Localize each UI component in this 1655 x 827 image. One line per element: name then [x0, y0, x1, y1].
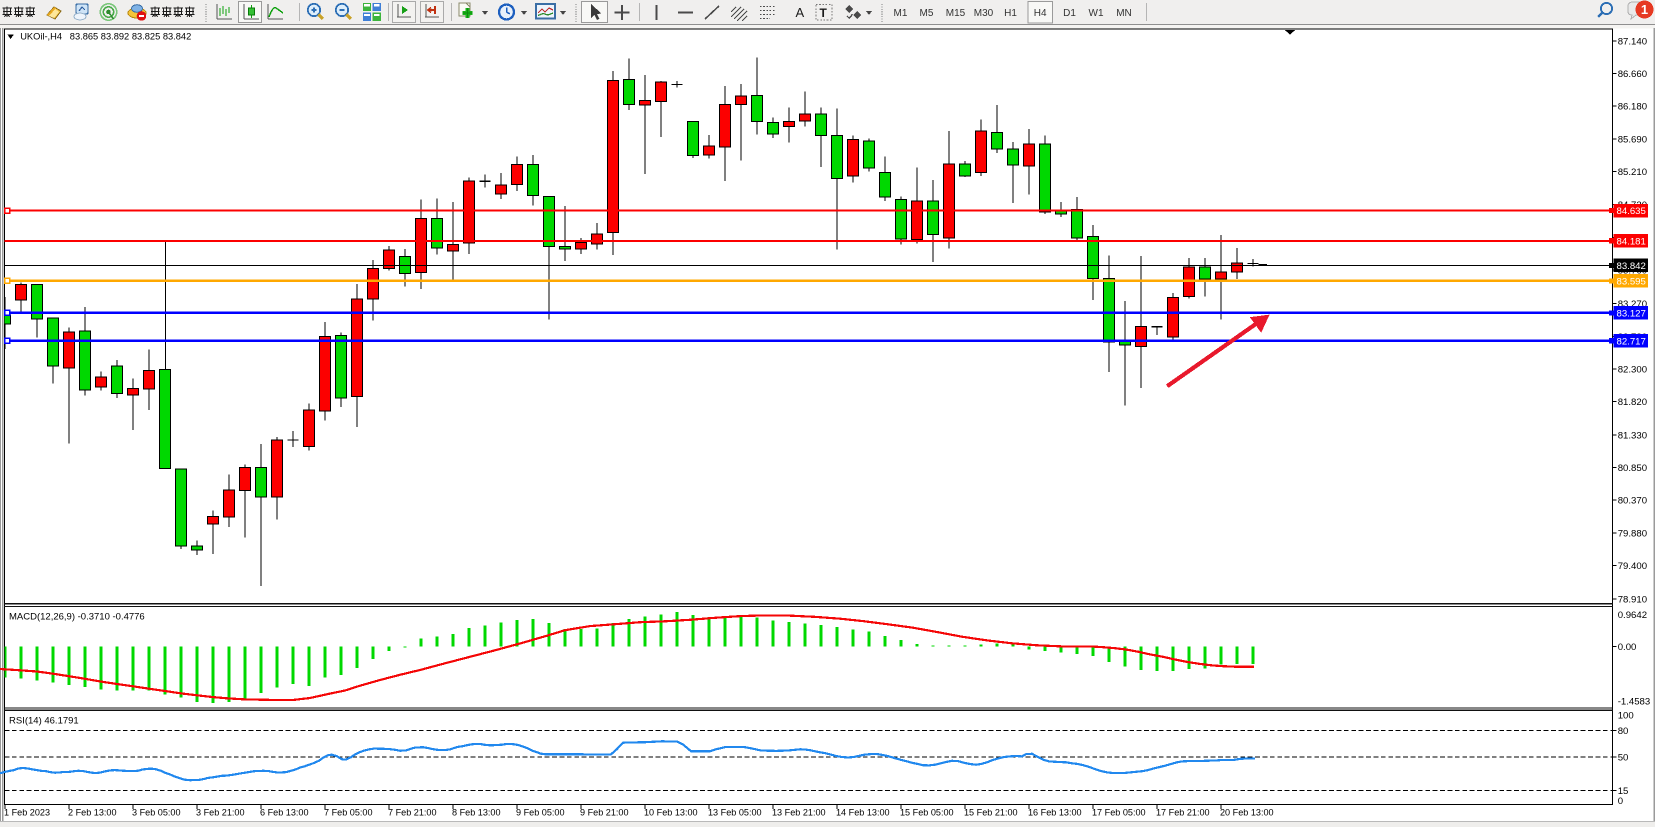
- svg-text:86.660: 86.660: [1618, 69, 1647, 80]
- svg-text:H1: H1: [1004, 8, 1017, 19]
- svg-text:0.9642: 0.9642: [1618, 610, 1647, 621]
- svg-text:RSI(14) 46.1791: RSI(14) 46.1791: [9, 716, 79, 727]
- svg-text:A: A: [796, 5, 805, 20]
- svg-text:H4: H4: [1034, 8, 1047, 19]
- svg-text:W1: W1: [1089, 8, 1104, 19]
- svg-text:15 Feb 05:00: 15 Feb 05:00: [900, 807, 954, 817]
- svg-text:79.880: 79.880: [1618, 529, 1647, 540]
- svg-text:M30: M30: [974, 8, 994, 19]
- svg-text:83.270: 83.270: [1618, 299, 1647, 310]
- svg-text:80: 80: [1618, 726, 1629, 737]
- svg-text:81.330: 81.330: [1618, 430, 1647, 441]
- svg-text:UKOil-,H4 83.865 83.892 83.8: UKOil-,H4 83.865 83.892 83.825 83.842: [20, 32, 191, 42]
- svg-text:85.210: 85.210: [1618, 167, 1647, 178]
- svg-text:6 Feb 13:00: 6 Feb 13:00: [260, 807, 309, 817]
- svg-text:M1: M1: [894, 8, 908, 19]
- svg-text:80.850: 80.850: [1618, 463, 1647, 474]
- svg-text:13 Feb 21:00: 13 Feb 21:00: [772, 807, 826, 817]
- svg-text:7 Feb 21:00: 7 Feb 21:00: [388, 807, 437, 817]
- svg-text:81.820: 81.820: [1618, 397, 1647, 408]
- svg-text:82.717: 82.717: [1617, 336, 1646, 347]
- svg-text:79.400: 79.400: [1618, 561, 1647, 572]
- svg-text:78.910: 78.910: [1618, 594, 1647, 605]
- svg-text:83.127: 83.127: [1617, 309, 1646, 320]
- svg-text:15: 15: [1618, 786, 1629, 797]
- svg-text:15 Feb 21:00: 15 Feb 21:00: [964, 807, 1018, 817]
- svg-text:50: 50: [1618, 753, 1629, 764]
- svg-text:16 Feb 13:00: 16 Feb 13:00: [1028, 807, 1082, 817]
- svg-text:83.842: 83.842: [1617, 261, 1646, 272]
- svg-text:9 Feb 05:00: 9 Feb 05:00: [516, 807, 565, 817]
- svg-text:M15: M15: [946, 8, 966, 19]
- svg-text:1 Feb 2023: 1 Feb 2023: [4, 807, 50, 817]
- svg-text:14 Feb 13:00: 14 Feb 13:00: [836, 807, 890, 817]
- svg-text:86.180: 86.180: [1618, 102, 1647, 113]
- svg-text:MACD(12,26,9) -0.3710 -0.4776: MACD(12,26,9) -0.3710 -0.4776: [9, 612, 145, 623]
- svg-text:1: 1: [1641, 2, 1648, 17]
- svg-text:85.690: 85.690: [1618, 135, 1647, 146]
- svg-text:13 Feb 05:00: 13 Feb 05:00: [708, 807, 762, 817]
- svg-text:83.595: 83.595: [1617, 277, 1646, 288]
- svg-text:20 Feb 13:00: 20 Feb 13:00: [1220, 807, 1274, 817]
- svg-text:7 Feb 05:00: 7 Feb 05:00: [324, 807, 373, 817]
- svg-text:84.635: 84.635: [1617, 206, 1646, 217]
- svg-text:10 Feb 13:00: 10 Feb 13:00: [644, 807, 698, 817]
- svg-text:80.370: 80.370: [1618, 495, 1647, 506]
- svg-text:-1.4583: -1.4583: [1618, 696, 1651, 707]
- svg-text:D1: D1: [1063, 8, 1076, 19]
- svg-text:2 Feb 13:00: 2 Feb 13:00: [68, 807, 117, 817]
- svg-text:17 Feb 05:00: 17 Feb 05:00: [1092, 807, 1146, 817]
- svg-text:0.00: 0.00: [1618, 642, 1637, 653]
- svg-text:100: 100: [1618, 710, 1634, 721]
- svg-text:3 Feb 21:00: 3 Feb 21:00: [196, 807, 245, 817]
- svg-text:87.140: 87.140: [1618, 37, 1647, 48]
- svg-text:84.181: 84.181: [1617, 236, 1646, 247]
- svg-text:3 Feb 05:00: 3 Feb 05:00: [132, 807, 181, 817]
- svg-text:9 Feb 21:00: 9 Feb 21:00: [580, 807, 629, 817]
- svg-text:T: T: [820, 6, 828, 20]
- svg-text:17 Feb 21:00: 17 Feb 21:00: [1156, 807, 1210, 817]
- svg-text:M5: M5: [920, 8, 934, 19]
- svg-text:MN: MN: [1116, 8, 1132, 19]
- svg-text:0: 0: [1618, 796, 1623, 807]
- svg-text:82.300: 82.300: [1618, 365, 1647, 376]
- svg-text:8 Feb 13:00: 8 Feb 13:00: [452, 807, 501, 817]
